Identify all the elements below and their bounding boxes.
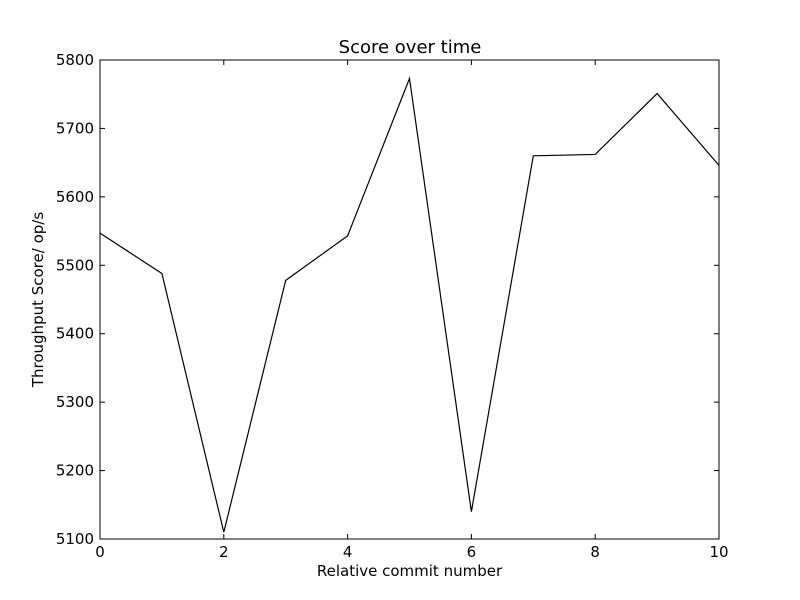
y-tick-label: 5800 [56, 51, 94, 69]
y-tick-label: 5400 [56, 325, 94, 343]
x-tick-label: 4 [343, 543, 353, 561]
x-tick-label: 8 [590, 543, 600, 561]
y-tick-label: 5300 [56, 393, 94, 411]
x-tick-label: 2 [219, 543, 229, 561]
axis-ticks: 0 2 4 6 8 10 5100 5200 5300 5400 5500 5600 5700 5800 [56, 51, 729, 561]
plot-frame [99, 59, 720, 540]
y-axis-label: Throughput Score/ op/s [29, 212, 47, 388]
y-tick-label: 5500 [56, 256, 94, 274]
y-tick-label: 5100 [56, 530, 94, 548]
y-tick-label: 5600 [56, 188, 94, 206]
x-tick-label: 0 [95, 543, 105, 561]
chart-title: Score over time [339, 37, 482, 58]
x-tick-label: 6 [467, 543, 477, 561]
series-line [99, 76, 720, 533]
y-tick-label: 5200 [56, 462, 94, 480]
x-tick-label: 10 [709, 543, 728, 561]
x-axis-label: Relative commit number [317, 562, 503, 580]
y-tick-label: 5700 [56, 119, 94, 137]
